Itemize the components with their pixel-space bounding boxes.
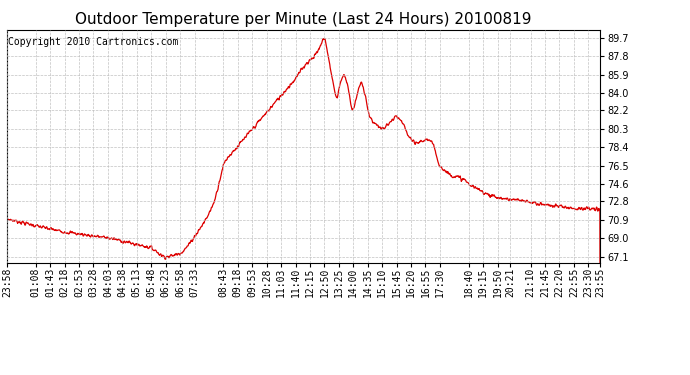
Text: Copyright 2010 Cartronics.com: Copyright 2010 Cartronics.com — [8, 37, 179, 47]
Title: Outdoor Temperature per Minute (Last 24 Hours) 20100819: Outdoor Temperature per Minute (Last 24 … — [75, 12, 532, 27]
